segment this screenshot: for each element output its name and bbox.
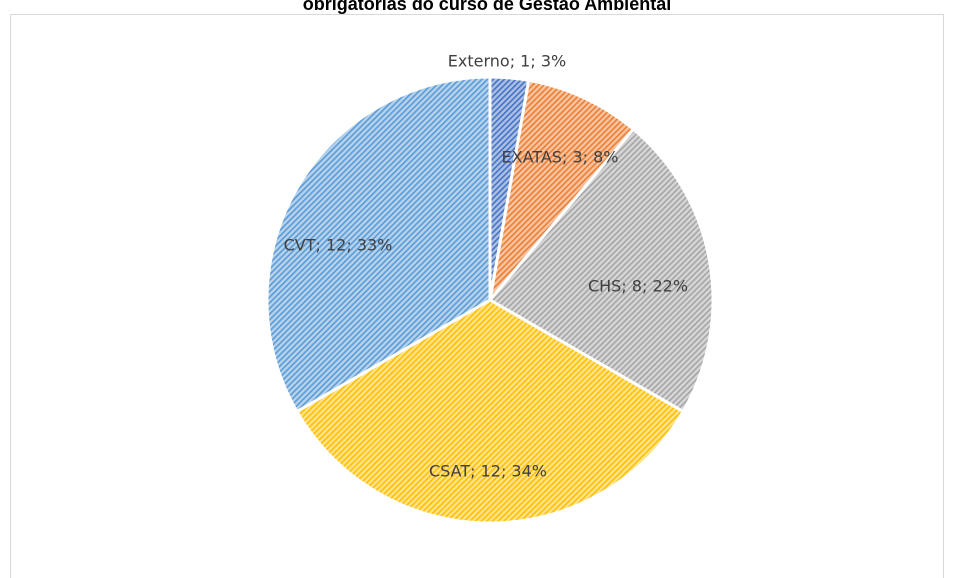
- chart-title: obrigatórias do curso de Gestão Ambienta…: [303, 0, 671, 14]
- pie-slice: [487, 78, 636, 306]
- data-label: EXATAS; 3; 8%: [502, 148, 619, 167]
- data-label: Externo; 1; 3%: [448, 52, 566, 71]
- data-label: CVT; 12; 33%: [284, 236, 393, 255]
- pie-slice: [487, 127, 715, 414]
- data-label: CSAT; 12; 34%: [429, 462, 547, 481]
- pie-slice: [265, 75, 492, 414]
- data-label: CHS; 8; 22%: [588, 277, 688, 296]
